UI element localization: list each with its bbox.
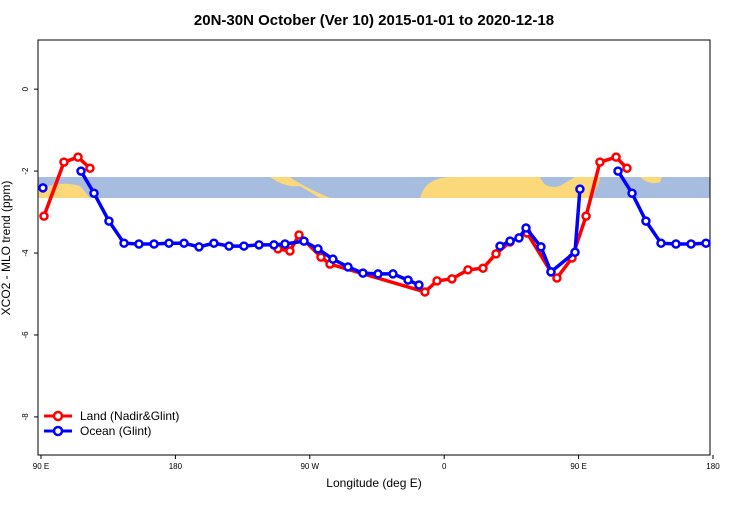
point <box>39 211 49 221</box>
point <box>491 249 501 259</box>
point <box>224 241 234 251</box>
map-strip <box>38 177 710 198</box>
point <box>671 239 681 249</box>
y-tick-label: 0 <box>21 86 30 91</box>
y-tick-label: -2 <box>21 167 30 175</box>
point <box>521 223 531 233</box>
point <box>463 265 473 275</box>
point <box>627 188 637 198</box>
point <box>403 275 413 285</box>
point <box>432 276 442 286</box>
point <box>622 163 632 173</box>
point <box>179 238 189 248</box>
point <box>76 166 86 176</box>
point <box>164 238 174 248</box>
point <box>552 273 562 283</box>
y-tick-label: -8 <box>21 413 30 421</box>
point <box>89 188 99 198</box>
x-tick-label: 90 E <box>570 462 586 471</box>
point <box>447 274 457 284</box>
point <box>239 241 249 251</box>
point <box>546 267 556 277</box>
plot-frame <box>37 39 711 456</box>
x-axis-label: Longitude (deg E) <box>326 476 421 490</box>
point <box>388 269 398 279</box>
x-tick-label: 90 E <box>33 462 49 471</box>
point <box>38 183 48 193</box>
point <box>254 240 264 250</box>
y-axis-label: XCO2 - MLO trend (ppm) <box>0 181 13 316</box>
point <box>280 239 290 249</box>
point <box>59 157 69 167</box>
x-tick-label: 90 W <box>300 462 319 471</box>
y-tick-label: -6 <box>21 331 30 339</box>
point <box>313 244 323 254</box>
point <box>316 252 326 262</box>
point <box>299 236 309 246</box>
point <box>134 239 144 249</box>
point <box>514 233 524 243</box>
point <box>73 152 83 162</box>
point <box>505 236 515 246</box>
point <box>149 239 159 249</box>
legend-marker <box>52 425 64 437</box>
legend-label: Land (Nadir&Glint) <box>80 409 179 423</box>
point <box>104 216 114 226</box>
point <box>581 211 591 221</box>
point <box>209 238 219 248</box>
point <box>536 242 546 252</box>
point <box>269 240 279 250</box>
x-tick-label: 0 <box>442 462 447 471</box>
point <box>656 238 666 248</box>
point <box>373 269 383 279</box>
point <box>575 184 585 194</box>
point <box>641 216 651 226</box>
point <box>119 238 129 248</box>
point <box>285 246 295 256</box>
point <box>613 166 623 176</box>
point <box>328 254 338 264</box>
point <box>343 262 353 272</box>
point <box>701 238 711 248</box>
y-tick-label: -4 <box>21 249 30 257</box>
point <box>194 242 204 252</box>
point <box>420 287 430 297</box>
legend-label: Ocean (Glint) <box>80 424 151 438</box>
point <box>495 241 505 251</box>
point <box>570 247 580 257</box>
point <box>294 230 304 240</box>
chart-title: 20N-30N October (Ver 10) 2015-01-01 to 2… <box>194 12 554 29</box>
legend-marker <box>52 410 64 422</box>
point <box>358 268 368 278</box>
x-tick-label: 180 <box>169 462 183 471</box>
point <box>85 163 95 173</box>
point <box>478 263 488 273</box>
point <box>686 239 696 249</box>
x-tick-label: 180 <box>706 462 720 471</box>
point <box>414 280 424 290</box>
point <box>611 152 621 162</box>
point <box>595 157 605 167</box>
